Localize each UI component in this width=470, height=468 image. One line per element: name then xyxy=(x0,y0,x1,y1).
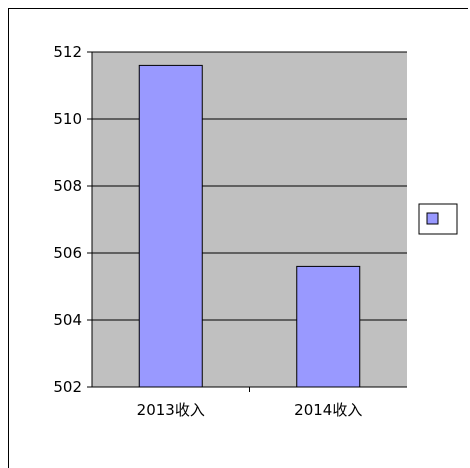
x-category-label: 2014收入 xyxy=(294,401,362,419)
bar xyxy=(138,64,203,388)
bar xyxy=(296,265,361,388)
y-tick-label: 508 xyxy=(53,177,82,195)
legend-box xyxy=(418,203,458,235)
y-tick-label: 506 xyxy=(53,244,82,262)
x-category-labels: 2013收入 2014收入 xyxy=(137,401,363,419)
legend-swatch xyxy=(426,212,439,225)
y-tick-label: 504 xyxy=(53,311,82,329)
legend xyxy=(418,203,458,235)
x-category-label: 2013收入 xyxy=(137,401,205,419)
y-tick-labels: 502 504 506 508 510 512 xyxy=(53,43,82,396)
bars xyxy=(138,64,361,388)
y-tick-label: 510 xyxy=(53,110,82,128)
y-tick-label: 512 xyxy=(53,43,82,61)
chart-frame xyxy=(8,8,468,468)
y-tick-label: 502 xyxy=(53,378,82,396)
axes xyxy=(87,51,407,392)
